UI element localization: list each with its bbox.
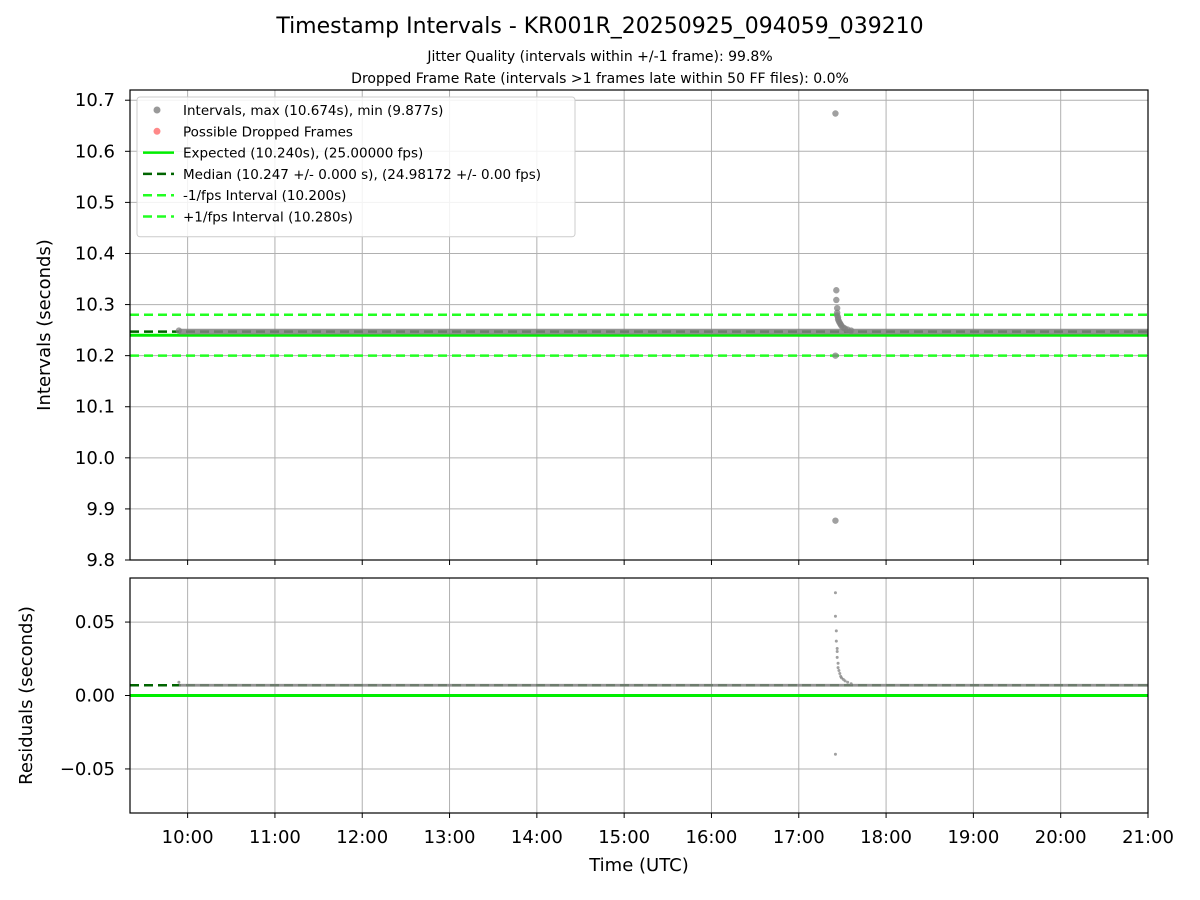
y-tick-label: 10.6 <box>75 141 115 162</box>
x-tick-label: 16:00 <box>686 827 738 848</box>
y-tick-label: 10.2 <box>75 346 115 367</box>
interval-point <box>834 639 838 643</box>
interval-point <box>836 661 840 665</box>
interval-point <box>832 352 839 359</box>
residuals-panel: 10:00 11:00 12:00 13:00 14:00 15:00 16:00 17:00… <box>16 577 1174 876</box>
y-tick-label: 0.00 <box>75 686 115 707</box>
x-tick-label: 15:00 <box>598 827 650 848</box>
x-tick-label: 18:00 <box>860 827 912 848</box>
y-tick-label: 10.7 <box>75 90 115 111</box>
interval-point <box>847 327 855 334</box>
y-axis-label: Intervals (seconds) <box>34 239 55 411</box>
interval-point <box>836 666 840 670</box>
interval-point <box>834 629 838 633</box>
interval-point <box>833 752 837 756</box>
intervals-panel: 9.8 9.9 10.0 10.1 10.2 10.3 10.4 10.5 10.6 10.7 In… <box>34 89 1149 571</box>
interval-point <box>832 517 839 524</box>
legend-label: Median (10.247 +/- 0.000 s), (24.98172 +… <box>183 167 541 183</box>
plot-frame <box>129 89 1149 561</box>
interval-point <box>175 327 183 334</box>
y-tick-label: −0.05 <box>60 759 115 780</box>
x-tick-label: 10:00 <box>162 827 214 848</box>
interval-point <box>833 614 837 618</box>
legend-label: Possible Dropped Frames <box>183 124 353 140</box>
legend-label: Intervals, max (10.674s), min (9.877s) <box>183 103 443 119</box>
interval-point <box>846 680 850 684</box>
x-tick-label: 20:00 <box>1035 827 1087 848</box>
x-axis-label: Time (UTC) <box>588 855 689 876</box>
x-tick-label: 11:00 <box>249 827 301 848</box>
x-tick-label: 13:00 <box>424 827 476 848</box>
y-tick-label: 9.9 <box>86 499 115 520</box>
interval-point <box>177 680 181 684</box>
interval-point <box>833 287 840 294</box>
interval-point <box>833 591 837 595</box>
interval-point <box>838 671 842 675</box>
interval-point <box>833 304 841 312</box>
y-tick-label: 10.3 <box>75 295 115 316</box>
dropped-frame-rate-subtitle: Dropped Frame Rate (intervals >1 frames … <box>351 71 849 87</box>
y-tick-label: 10.5 <box>75 192 115 213</box>
y-tick-label: 10.1 <box>75 397 115 418</box>
x-tick-label: 12:00 <box>336 827 388 848</box>
interval-point <box>849 682 853 686</box>
plot-frame <box>129 577 1149 814</box>
y-axis-label: Residuals (seconds) <box>16 606 37 785</box>
jitter-quality-subtitle: Jitter Quality (intervals within +/-1 fr… <box>427 49 773 65</box>
y-tick-label: 10.4 <box>75 243 115 264</box>
legend-box <box>136 96 576 238</box>
legend-label: Expected (10.240s), (25.00000 fps) <box>183 146 423 162</box>
interval-point <box>837 669 841 673</box>
legend-label: -1/fps Interval (10.200s) <box>183 188 346 204</box>
y-tick-label: 0.05 <box>75 612 115 633</box>
y-tick-label: 9.8 <box>86 550 115 571</box>
interval-point <box>833 296 840 304</box>
interval-point <box>832 110 839 117</box>
interval-point <box>835 647 839 650</box>
x-tick-label: 17:00 <box>773 827 825 848</box>
interval-point <box>835 649 839 653</box>
legend-marker <box>153 127 161 135</box>
x-tick-label: 21:00 <box>1122 827 1174 848</box>
interval-point <box>843 679 847 683</box>
y-tick-label: 10.0 <box>75 448 115 469</box>
legend-marker <box>153 106 161 114</box>
legend-label: +1/fps Interval (10.280s) <box>183 210 353 226</box>
chart-title: Timestamp Intervals - KR001R_20250925_09… <box>276 14 924 39</box>
interval-point <box>835 655 839 659</box>
x-tick-label: 14:00 <box>511 827 563 848</box>
x-tick-label: 19:00 <box>947 827 999 848</box>
